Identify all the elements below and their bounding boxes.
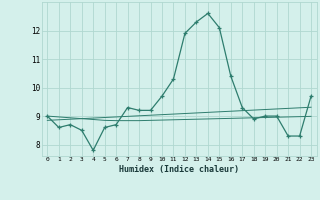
X-axis label: Humidex (Indice chaleur): Humidex (Indice chaleur) bbox=[119, 165, 239, 174]
